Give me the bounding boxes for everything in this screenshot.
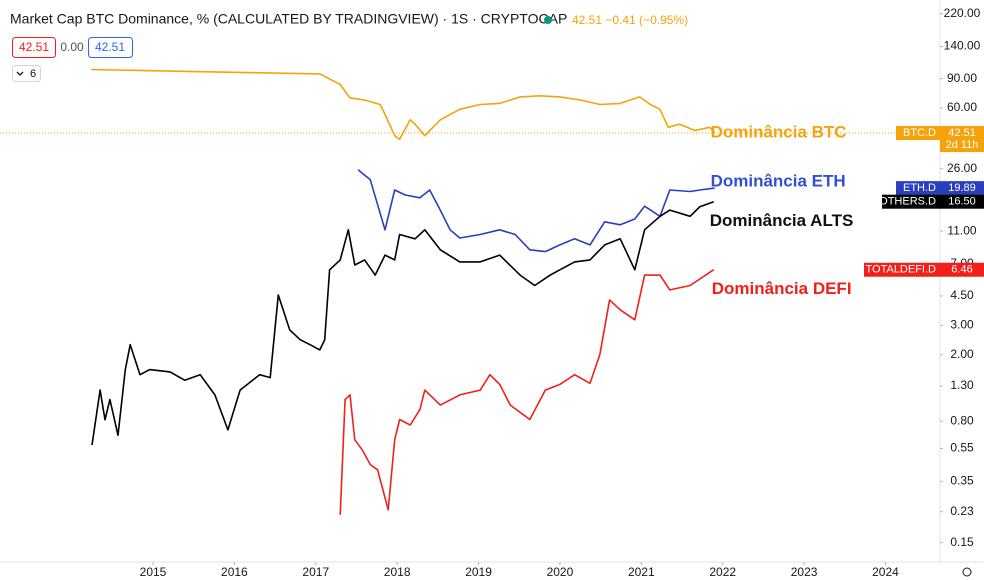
value-label: 6.46	[951, 264, 972, 276]
value-badge	[940, 262, 984, 277]
x-tick-label: 2019	[465, 565, 492, 579]
input-value[interactable]: 42.51	[19, 40, 49, 54]
y-tick-label: 60.00	[947, 100, 977, 114]
y-tick-label: 4.50	[950, 288, 974, 302]
y-tick-label: 0.15	[950, 535, 974, 549]
x-tick-label: 2015	[140, 565, 167, 579]
value-label: 16.50	[948, 196, 976, 208]
indicator-count[interactable]: 6	[30, 68, 36, 80]
y-tick-label: 90.00	[947, 71, 977, 85]
ticker-label: TOTALDEFI.D	[866, 264, 937, 276]
series-label: Dominância BTC	[711, 123, 847, 142]
x-tick-label: 2021	[628, 565, 655, 579]
y-tick-label: 1.30	[950, 378, 974, 392]
y-tick-label: 220.00	[944, 6, 981, 20]
ticker-badge	[864, 262, 940, 277]
ticker-label: BTC.D	[903, 127, 936, 139]
y-tick-label: 0.55	[950, 441, 974, 455]
x-tick-label: 2023	[791, 565, 818, 579]
ticker-badge	[882, 194, 940, 209]
y-tick-label: 26.00	[947, 161, 977, 175]
series-label: Dominância DEFI	[712, 279, 852, 298]
series-label: Dominância ALTS	[710, 211, 854, 230]
input-value: 0.00	[60, 40, 84, 54]
chevron-icon[interactable]	[16, 71, 24, 76]
quote: 42.51 −0.41 (−0.95%)	[572, 13, 688, 27]
x-tick-label: 2018	[384, 565, 411, 579]
value-badge	[940, 126, 984, 153]
y-tick-label: 0.80	[950, 413, 974, 427]
x-tick-label: 2017	[302, 565, 329, 579]
value-label: 42.51	[948, 127, 976, 139]
series-label: Dominância ETH	[711, 172, 846, 191]
series-line	[91, 200, 714, 446]
input-value[interactable]: 42.51	[95, 40, 125, 54]
input-box[interactable]	[88, 37, 133, 58]
y-tick-label: 0.35	[950, 473, 974, 487]
chart-title: Market Cap BTC Dominance, % (CALCULATED …	[10, 11, 567, 27]
indicators-toggle[interactable]	[12, 65, 41, 82]
series-line	[357, 169, 715, 253]
y-tick-label: 3.00	[950, 318, 974, 332]
series-line	[91, 68, 716, 141]
status-dot	[544, 16, 552, 24]
y-tick-label: 0.23	[950, 504, 974, 518]
ticker-badge	[896, 181, 940, 196]
x-tick-label: 2020	[547, 565, 574, 579]
y-tick-label: 2.00	[950, 347, 974, 361]
ticker-label: ETH.D	[903, 182, 936, 194]
settings-icon[interactable]	[962, 567, 972, 577]
y-tick-label: 11.00	[947, 223, 976, 237]
countdown: 2d 11h	[946, 139, 979, 151]
series-line	[339, 269, 715, 515]
x-tick-label: 2016	[221, 565, 248, 579]
x-tick-label: 2024	[872, 565, 899, 579]
ticker-label: OTHERS.D	[879, 196, 936, 208]
ticker-badge	[896, 126, 940, 141]
x-tick-label: 2022	[709, 565, 736, 579]
value-badge	[940, 181, 984, 196]
value-badge	[940, 194, 984, 209]
y-tick-label: 140.00	[944, 39, 981, 53]
input-box[interactable]	[12, 37, 56, 58]
value-label: 19.89	[948, 182, 976, 194]
